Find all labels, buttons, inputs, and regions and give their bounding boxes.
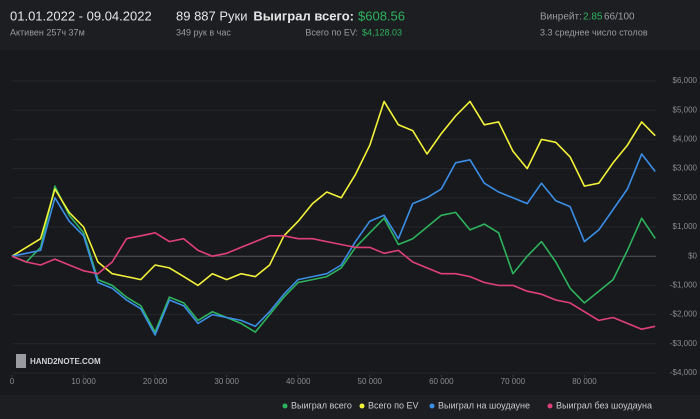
series-line (11, 153, 656, 336)
winrate-extra: 66/100 (604, 12, 635, 23)
x-tick-label: 50 000 (358, 377, 383, 386)
y-tick-label: -$3,000 (670, 339, 698, 348)
legend-label: Выиграл без шоудауна (556, 400, 652, 410)
logo-icon (16, 354, 26, 368)
plot-area (0, 50, 700, 395)
x-tick-label: 40 000 (286, 377, 311, 386)
hands: 89 887 Руки (176, 8, 248, 23)
legend-label: Выиграл всего (291, 400, 352, 410)
y-tick-label: -$4,000 (670, 368, 698, 377)
tables: 3.3 среднее число столов (540, 27, 648, 37)
legend-marker (547, 403, 553, 409)
legend-marker (429, 403, 435, 409)
x-tick-label: 70 000 (501, 377, 526, 386)
y-tick-label: -$2,000 (670, 310, 698, 319)
logo: HAND2NOTE.COM (30, 357, 101, 366)
hands-per-hour: 349 рук в час (176, 27, 231, 37)
y-tick-label: $3,000 (673, 164, 698, 173)
legend-marker (282, 403, 288, 409)
ev-value: $4,128.03 (362, 27, 402, 37)
y-tick-label: $6,000 (673, 76, 698, 85)
x-tick-label: 20 000 (143, 377, 168, 386)
legend-label: Всего по EV (368, 400, 418, 410)
y-tick-label: $2,000 (673, 193, 698, 202)
series-line (11, 232, 656, 330)
y-tick-label: $5,000 (673, 105, 698, 114)
winrate-value: 2.85 (583, 12, 603, 23)
y-tick-label: $1,000 (673, 222, 698, 231)
ev-label: Всего по EV: (305, 27, 358, 37)
date-range: 01.01.2022 - 09.04.2022 (10, 8, 152, 23)
series-line (11, 100, 656, 287)
x-tick-label: 60 000 (429, 377, 454, 386)
won-value: $608.56 (358, 8, 405, 23)
won-label: Выиграл всего: (253, 8, 354, 23)
winrate-label: Винрейт: (540, 12, 582, 23)
legend-label: Выиграл на шоудауне (438, 400, 530, 410)
active-time: Активен 257ч 37м (10, 27, 85, 37)
series-line (11, 185, 656, 333)
y-tick-label: -$1,000 (670, 281, 698, 290)
x-tick-label: 10 000 (71, 377, 96, 386)
x-tick-label: 80 000 (572, 377, 597, 386)
x-tick-label: 0 (10, 377, 15, 386)
legend-marker (359, 403, 365, 409)
y-tick-label: $4,000 (673, 135, 698, 144)
x-tick-label: 30 000 (214, 377, 239, 386)
y-tick-label: $0 (688, 251, 697, 260)
